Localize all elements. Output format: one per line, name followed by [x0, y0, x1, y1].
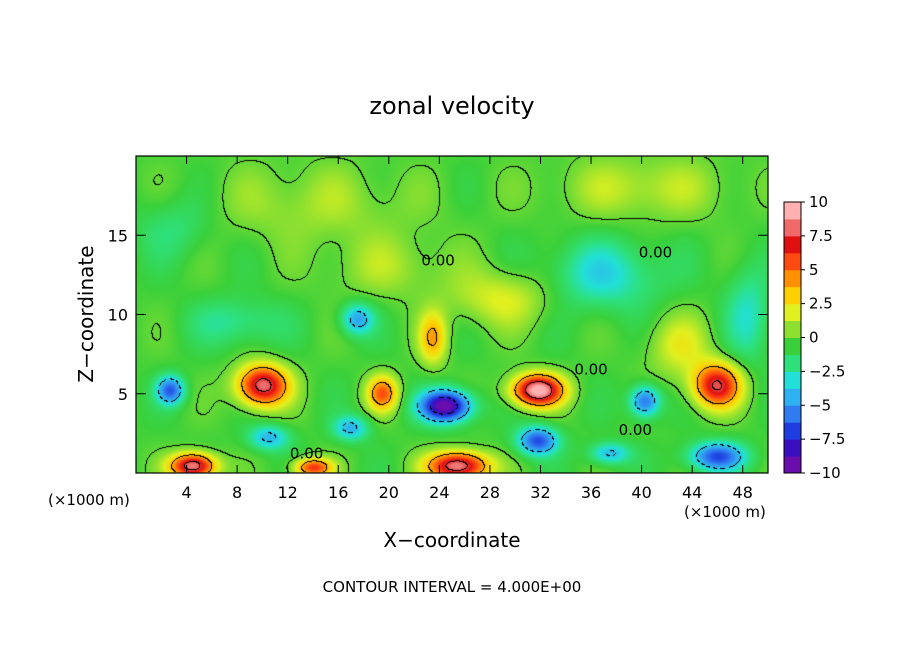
colorbar-segment: [784, 337, 801, 355]
colorbar: 10 7.5 5 2.5 0 −2.5 −5 −7.5 −10: [783, 193, 845, 482]
y-tick-label: 10: [108, 306, 128, 325]
x-tick-label: 12: [278, 483, 298, 502]
plot-area: 0.00 0.00 0.00 0.00 0.00: [135, 155, 769, 474]
x-unit-left: (×1000 m): [48, 491, 130, 509]
colorbar-segment: [784, 269, 801, 288]
colorbar-segment: [784, 286, 801, 305]
colorbar-label: 10: [809, 193, 828, 211]
x-tick-label: 8: [232, 483, 242, 502]
colorbar-label: −2.5: [809, 362, 845, 380]
colorbar-segment: [784, 235, 801, 254]
colorbar-segment: [784, 405, 801, 423]
x-tick-label: 32: [530, 483, 550, 502]
contour-label: 0.00: [290, 445, 323, 463]
contour-interval-note: CONTOUR INTERVAL = 4.000E+00: [323, 578, 582, 596]
colorbar-segment: [784, 371, 801, 389]
y-axis-ticks: 5 10 15: [108, 226, 768, 404]
y-tick-label: 5: [118, 385, 128, 404]
x-tick-label: 4: [181, 483, 191, 502]
x-tick-label: 40: [631, 483, 651, 502]
heatmap-field: [136, 156, 768, 473]
colorbar-label: 2.5: [809, 295, 833, 313]
colorbar-segment: [784, 354, 801, 372]
colorbar-label: 0: [809, 329, 819, 347]
colorbar-segment: [784, 320, 801, 338]
colorbar-segment: [784, 456, 801, 474]
x-tick-label: 36: [581, 483, 601, 502]
x-tick-label: 24: [429, 483, 449, 502]
y-tick-label: 15: [108, 226, 128, 245]
colorbar-segment: [784, 252, 801, 271]
x-tick-label: 48: [733, 483, 753, 502]
colorbar-label: −5: [809, 396, 831, 414]
x-axis-ticks: 4 8 12 16 20 24 28 32 36 40 44 48: [181, 156, 753, 502]
colorbar-label: 5: [809, 261, 819, 279]
colorbar-segment: [784, 202, 801, 220]
colorbar-segment: [784, 388, 801, 406]
contour-label: 0.00: [574, 361, 607, 379]
x-tick-label: 16: [328, 483, 348, 502]
colorbar-segment: [784, 218, 801, 237]
colorbar-label: 7.5: [809, 227, 833, 245]
x-unit-right: (×1000 m): [684, 503, 766, 521]
x-tick-label: 20: [379, 483, 399, 502]
x-tick-label: 28: [480, 483, 500, 502]
x-axis-label: X−coordinate: [383, 528, 520, 552]
colorbar-label: −7.5: [809, 430, 845, 448]
colorbar-label: −10: [809, 464, 841, 482]
contour-label: 0.00: [639, 243, 672, 261]
colorbar-segment: [784, 439, 801, 457]
chart-title: zonal velocity: [369, 92, 534, 120]
colorbar-segment: [784, 422, 801, 440]
x-tick-label: 44: [682, 483, 702, 502]
y-axis-label: Z−coordinate: [74, 245, 98, 382]
contour-label: 0.00: [421, 251, 454, 269]
contour-label: 0.00: [619, 421, 652, 439]
contour-labels: 0.00 0.00 0.00 0.00 0.00: [290, 243, 672, 462]
colorbar-segment: [784, 303, 801, 322]
